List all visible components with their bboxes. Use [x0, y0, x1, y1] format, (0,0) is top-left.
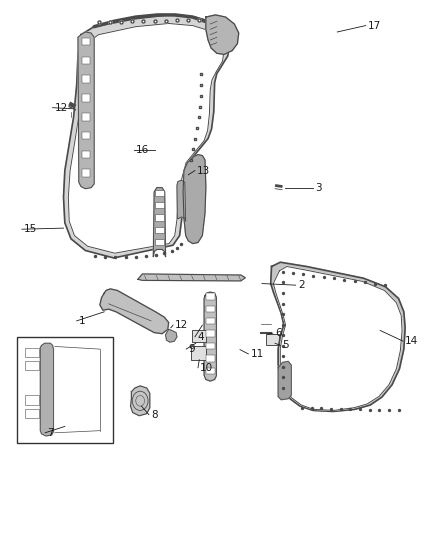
Polygon shape [100, 289, 169, 334]
Text: 16: 16 [136, 146, 149, 155]
Text: 1: 1 [79, 316, 85, 326]
Text: 13: 13 [197, 166, 210, 175]
Text: 2: 2 [298, 280, 304, 290]
Bar [25, 348, 39, 357]
Polygon shape [204, 292, 216, 381]
Polygon shape [153, 188, 166, 257]
Bar [155, 214, 164, 221]
Polygon shape [273, 266, 402, 410]
Bar [25, 409, 39, 418]
Polygon shape [138, 274, 245, 281]
Bar [17, 337, 113, 443]
Polygon shape [166, 329, 177, 342]
Bar [155, 239, 164, 245]
Polygon shape [131, 386, 150, 416]
Bar [155, 227, 164, 233]
Bar [82, 56, 90, 64]
Text: 12: 12 [55, 103, 68, 112]
Text: 17: 17 [368, 21, 381, 30]
Polygon shape [206, 15, 239, 54]
Text: 5: 5 [283, 341, 289, 350]
Bar [206, 368, 215, 374]
Bar [206, 318, 215, 325]
Polygon shape [78, 32, 94, 189]
Polygon shape [40, 343, 53, 436]
Bar [82, 38, 90, 45]
Text: 15: 15 [24, 224, 37, 234]
Text: 6: 6 [275, 328, 282, 338]
Text: 14: 14 [405, 336, 418, 346]
Polygon shape [278, 361, 291, 400]
Bar [206, 293, 215, 300]
Bar [82, 113, 90, 120]
Bar [82, 169, 90, 177]
Bar [206, 305, 215, 312]
Bar [266, 334, 279, 345]
Text: 8: 8 [151, 410, 158, 419]
Text: 7: 7 [47, 428, 54, 438]
Text: 3: 3 [315, 183, 322, 192]
Bar [206, 330, 215, 337]
Bar [82, 76, 90, 83]
Polygon shape [183, 155, 206, 244]
Bar [82, 132, 90, 139]
Bar [82, 151, 90, 158]
Bar [155, 202, 164, 208]
Bar [25, 361, 39, 370]
Bar [155, 190, 164, 196]
Bar [82, 94, 90, 102]
Polygon shape [64, 15, 230, 258]
Bar [192, 330, 206, 342]
Text: 10: 10 [200, 363, 213, 373]
Polygon shape [177, 180, 186, 221]
Text: 4: 4 [197, 332, 204, 342]
Text: 11: 11 [251, 349, 264, 359]
Polygon shape [68, 23, 224, 253]
Text: 12: 12 [175, 320, 188, 330]
Bar [25, 395, 39, 405]
Text: 9: 9 [188, 344, 195, 354]
Polygon shape [271, 262, 405, 411]
Bar [206, 343, 215, 349]
Bar [206, 356, 215, 362]
Bar [191, 346, 206, 360]
